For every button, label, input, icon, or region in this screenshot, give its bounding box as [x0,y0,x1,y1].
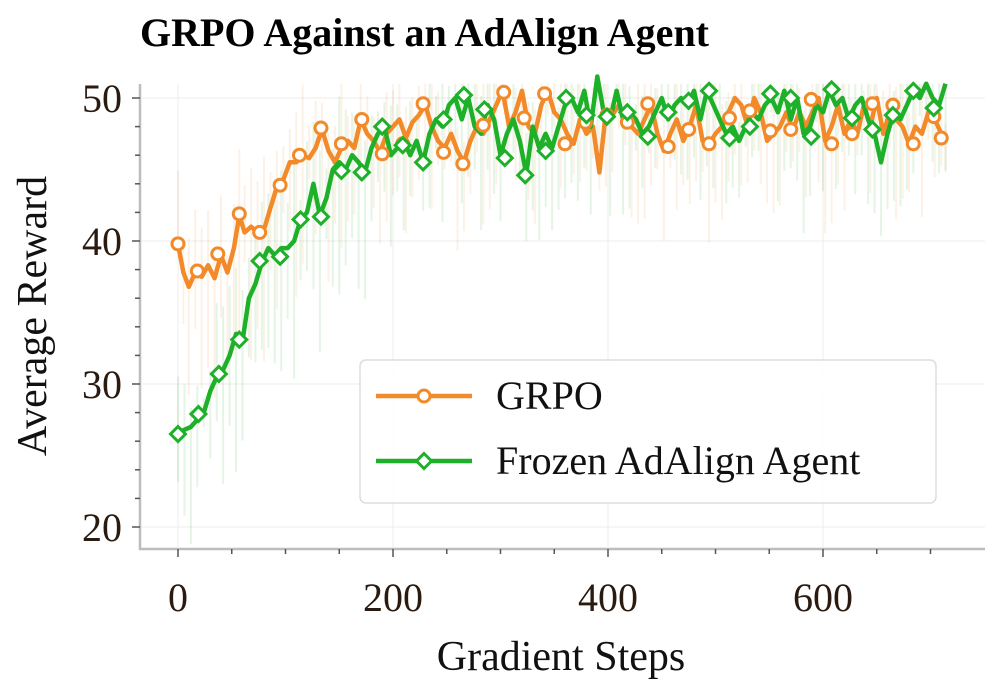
data-point-frozen-adalign [658,102,678,122]
x-tick-label: 600 [793,575,853,620]
data-point-frozen-adalign [821,79,842,100]
data-point-frozen-adalign [740,116,760,137]
data-point-grpo [170,236,186,252]
data-point-grpo [660,139,676,155]
data-point-frozen-adalign [883,105,903,125]
data-point-frozen-adalign [372,116,392,137]
x-tick-label: 0 [168,575,188,620]
series-marker-layer [168,79,949,444]
axis-spines [138,84,985,551]
data-point-frozen-adalign [311,207,331,227]
data-point-frozen-adalign [352,162,372,182]
data-point-grpo [701,136,717,152]
data-point-frozen-adalign [781,88,801,108]
data-point-grpo [333,136,349,152]
data-point-frozen-adalign [862,119,883,140]
y-tick-label: 30 [82,362,122,407]
y-tick-label: 20 [82,505,122,550]
data-point-frozen-adalign [188,404,209,424]
data-point-grpo [455,156,471,172]
tick-layer: 0 200 400 600 20 30 40 50 [82,76,932,620]
data-point-grpo [231,206,247,222]
data-point-frozen-adalign [617,102,637,122]
data-point-frozen-adalign [760,84,780,104]
data-point-grpo [516,110,532,126]
legend-box [359,359,937,504]
x-tick-label: 400 [578,575,638,620]
data-point-frozen-adalign [638,126,658,147]
data-point-grpo [354,111,370,127]
chart-title: GRPO Against an AdAlign Agent [140,10,710,55]
data-point-frozen-adalign [515,165,535,185]
data-point-grpo [210,246,226,262]
legend-marker-diamond [414,451,434,471]
data-point-frozen-adalign [290,209,311,230]
data-point-frozen-adalign [597,106,617,127]
data-point-frozen-adalign [393,135,413,155]
data-point-frozen-adalign [270,247,290,267]
y-tick-label: 40 [82,219,122,264]
data-point-frozen-adalign [842,108,862,128]
data-point-grpo [189,263,205,279]
data-point-grpo [864,96,880,112]
y-axis-label: Average Reward [10,176,56,456]
legend-label: GRPO [496,373,603,418]
data-point-grpo [313,120,329,136]
data-point-grpo [252,224,268,240]
data-point-grpo [721,110,737,126]
data-point-grpo [762,123,778,139]
data-point-grpo [640,96,656,112]
data-point-frozen-adalign [454,85,474,105]
data-point-grpo [415,96,431,112]
data-point-grpo [905,136,921,152]
data-point-frozen-adalign [924,98,944,118]
data-point-grpo [272,177,288,193]
data-point-grpo [824,136,840,152]
data-point-frozen-adalign [250,251,270,271]
data-point-frozen-adalign [801,126,821,147]
data-point-grpo [933,130,949,146]
data-point-grpo [496,84,512,100]
data-point-frozen-adalign [474,99,494,120]
data-point-grpo [291,147,307,163]
data-point-grpo [537,86,553,102]
series-line-frozen-adalign [177,74,948,435]
data-point-frozen-adalign [331,161,352,181]
data-point-grpo [742,103,758,119]
data-point-frozen-adalign [679,91,699,111]
data-point-grpo [681,121,697,137]
x-axis-label: Gradient Steps [437,634,685,680]
data-point-frozen-adalign [556,88,576,108]
legend-label: Frozen AdAlign Agent [496,438,860,483]
data-point-frozen-adalign [168,424,188,444]
data-point-frozen-adalign [719,128,740,148]
variance-band-layer [177,83,947,545]
data-point-grpo [783,121,799,137]
data-point-grpo [557,136,573,152]
data-point-grpo [436,144,452,160]
y-tick-label: 50 [82,76,122,121]
data-point-frozen-adalign [413,152,433,172]
data-point-frozen-adalign [903,81,923,101]
data-point-frozen-adalign [209,364,229,384]
data-point-grpo [475,117,491,133]
data-point-grpo [844,126,860,142]
data-point-grpo [803,91,819,107]
legend-entries: GRPO Frozen AdAlign Agent [376,373,860,483]
legend-marker-circle [416,388,432,404]
data-point-frozen-adalign [576,105,597,125]
data-point-frozen-adalign [229,330,249,350]
x-tick-label: 200 [363,575,423,620]
data-point-frozen-adalign [495,148,515,168]
data-point-grpo [374,146,390,162]
data-point-frozen-adalign [536,141,556,161]
data-point-frozen-adalign [699,81,719,101]
legend: GRPO Frozen AdAlign Agent [359,359,937,504]
data-point-frozen-adalign [433,109,454,130]
